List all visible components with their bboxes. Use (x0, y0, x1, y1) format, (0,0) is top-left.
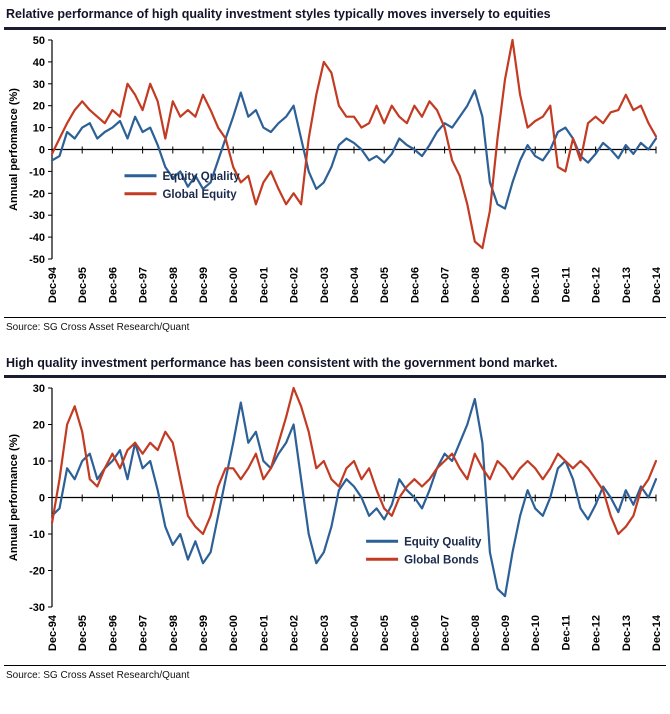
legend: Equity Quality Global Equity (124, 170, 240, 200)
y-tick-label: 10 (33, 122, 45, 134)
y-tick-label: 20 (33, 420, 45, 432)
legend-label: Global Equity (162, 188, 237, 200)
x-tick-label: Dec-00 (228, 267, 240, 303)
x-tick-label: Dec-94 (47, 266, 59, 303)
y-tick-label: 0 (39, 144, 45, 156)
y-tick-label: 40 (33, 57, 45, 69)
y-axis-title: Annual perfomance (%) (8, 87, 20, 210)
series-line-equity-quality (50, 398, 658, 598)
line-chart-top: -50 -40 -30 -20 -10 0 10 20 30 40 50 Annual perfoma… (8, 35, 663, 303)
y-tick-label: 50 (33, 35, 45, 47)
x-tick-label: Dec-99 (198, 615, 210, 651)
series-line-global-bonds (50, 387, 658, 536)
legend-label: Equity Quality (162, 170, 240, 182)
x-tick-label: Dec-09 (500, 615, 512, 651)
x-tick-label: Dec-04 (349, 266, 361, 303)
source-note-bottom: Source: SG Cross Asset Research/Quant (4, 665, 666, 687)
y-tick-label: -30 (29, 210, 45, 222)
x-tick-label: Dec-08 (470, 615, 482, 651)
legend: Equity Quality Global Bonds (366, 537, 482, 567)
x-axis: Dec-94 Dec-95 Dec-96 Dec-97 Dec-98 Dec-99 Dec-… (47, 146, 663, 303)
x-tick-label: Dec-02 (289, 267, 301, 303)
x-tick-label: Dec-94 (47, 614, 59, 651)
x-tick-label: Dec-03 (319, 267, 331, 303)
y-axis-title: Annual performance (%) (8, 434, 20, 561)
figure-top: Relative performance of high quality inv… (4, 2, 666, 339)
x-tick-label: Dec-95 (77, 615, 89, 651)
x-axis: Dec-94 Dec-95 Dec-96 Dec-97 Dec-98 Dec-99 Dec-… (47, 494, 663, 651)
chart-title-bottom: High quality investment performance has … (4, 351, 666, 379)
x-tick-label: Dec-06 (409, 615, 421, 651)
report-page: Relative performance of high quality inv… (4, 2, 666, 688)
x-tick-label: Dec-12 (591, 267, 603, 303)
y-tick-label: -20 (29, 188, 45, 200)
legend-label: Equity Quality (404, 537, 482, 549)
x-tick-label: Dec-13 (621, 267, 633, 303)
y-tick-label: -20 (29, 566, 45, 578)
y-tick-label: -30 (29, 602, 45, 614)
x-tick-label: Dec-04 (349, 614, 361, 651)
x-tick-label: Dec-95 (77, 267, 89, 303)
source-note-top: Source: SG Cross Asset Research/Quant (4, 316, 666, 339)
x-tick-label: Dec-07 (440, 615, 452, 651)
x-tick-label: Dec-07 (440, 267, 452, 303)
x-tick-label: Dec-96 (107, 267, 119, 303)
y-tick-label: -50 (29, 254, 45, 266)
figure-bottom: High quality investment performance has … (4, 351, 666, 688)
x-tick-label: Dec-00 (228, 615, 240, 651)
x-tick-label: Dec-08 (470, 267, 482, 303)
x-tick-label: Dec-05 (379, 615, 391, 651)
y-tick-label: 10 (33, 456, 45, 468)
y-axis: -50 -40 -30 -20 -10 0 10 20 30 40 50 (29, 35, 53, 266)
x-tick-label: Dec-97 (138, 615, 150, 651)
x-tick-label: Dec-11 (560, 615, 572, 650)
x-tick-label: Dec-98 (168, 615, 180, 651)
y-tick-label: -40 (29, 232, 45, 244)
x-tick-label: Dec-06 (409, 267, 421, 303)
x-tick-label: Dec-97 (138, 267, 150, 303)
x-tick-label: Dec-01 (258, 267, 270, 303)
y-tick-label: -10 (29, 166, 45, 178)
x-tick-label: Dec-10 (530, 267, 542, 303)
x-tick-label: Dec-12 (591, 615, 603, 651)
x-tick-label: Dec-14 (651, 614, 663, 651)
legend-label: Global Bonds (404, 555, 479, 567)
y-tick-label: 30 (33, 78, 45, 90)
chart-title-top: Relative performance of high quality inv… (4, 2, 666, 30)
x-tick-label: Dec-11 (560, 267, 572, 302)
series-line-global-equity (50, 38, 658, 249)
y-tick-label: 20 (33, 100, 45, 112)
x-tick-label: Dec-05 (379, 267, 391, 303)
x-tick-label: Dec-10 (530, 615, 542, 651)
y-tick-label: -10 (29, 529, 45, 541)
x-tick-label: Dec-02 (289, 615, 301, 651)
x-tick-label: Dec-96 (107, 615, 119, 651)
y-tick-label: 0 (39, 493, 45, 505)
x-tick-label: Dec-03 (319, 615, 331, 651)
x-tick-label: Dec-01 (258, 615, 270, 651)
x-tick-label: Dec-99 (198, 267, 210, 303)
line-chart-bottom: -30 -20 -10 0 10 20 30 Annual performance (%) De… (8, 383, 663, 651)
x-tick-label: Dec-13 (621, 615, 633, 651)
y-axis: -30 -20 -10 0 10 20 30 (29, 383, 53, 614)
y-tick-label: 30 (33, 383, 45, 395)
x-tick-label: Dec-14 (651, 266, 663, 303)
x-tick-label: Dec-98 (168, 267, 180, 303)
section-spacer (4, 339, 666, 351)
x-tick-label: Dec-09 (500, 267, 512, 303)
